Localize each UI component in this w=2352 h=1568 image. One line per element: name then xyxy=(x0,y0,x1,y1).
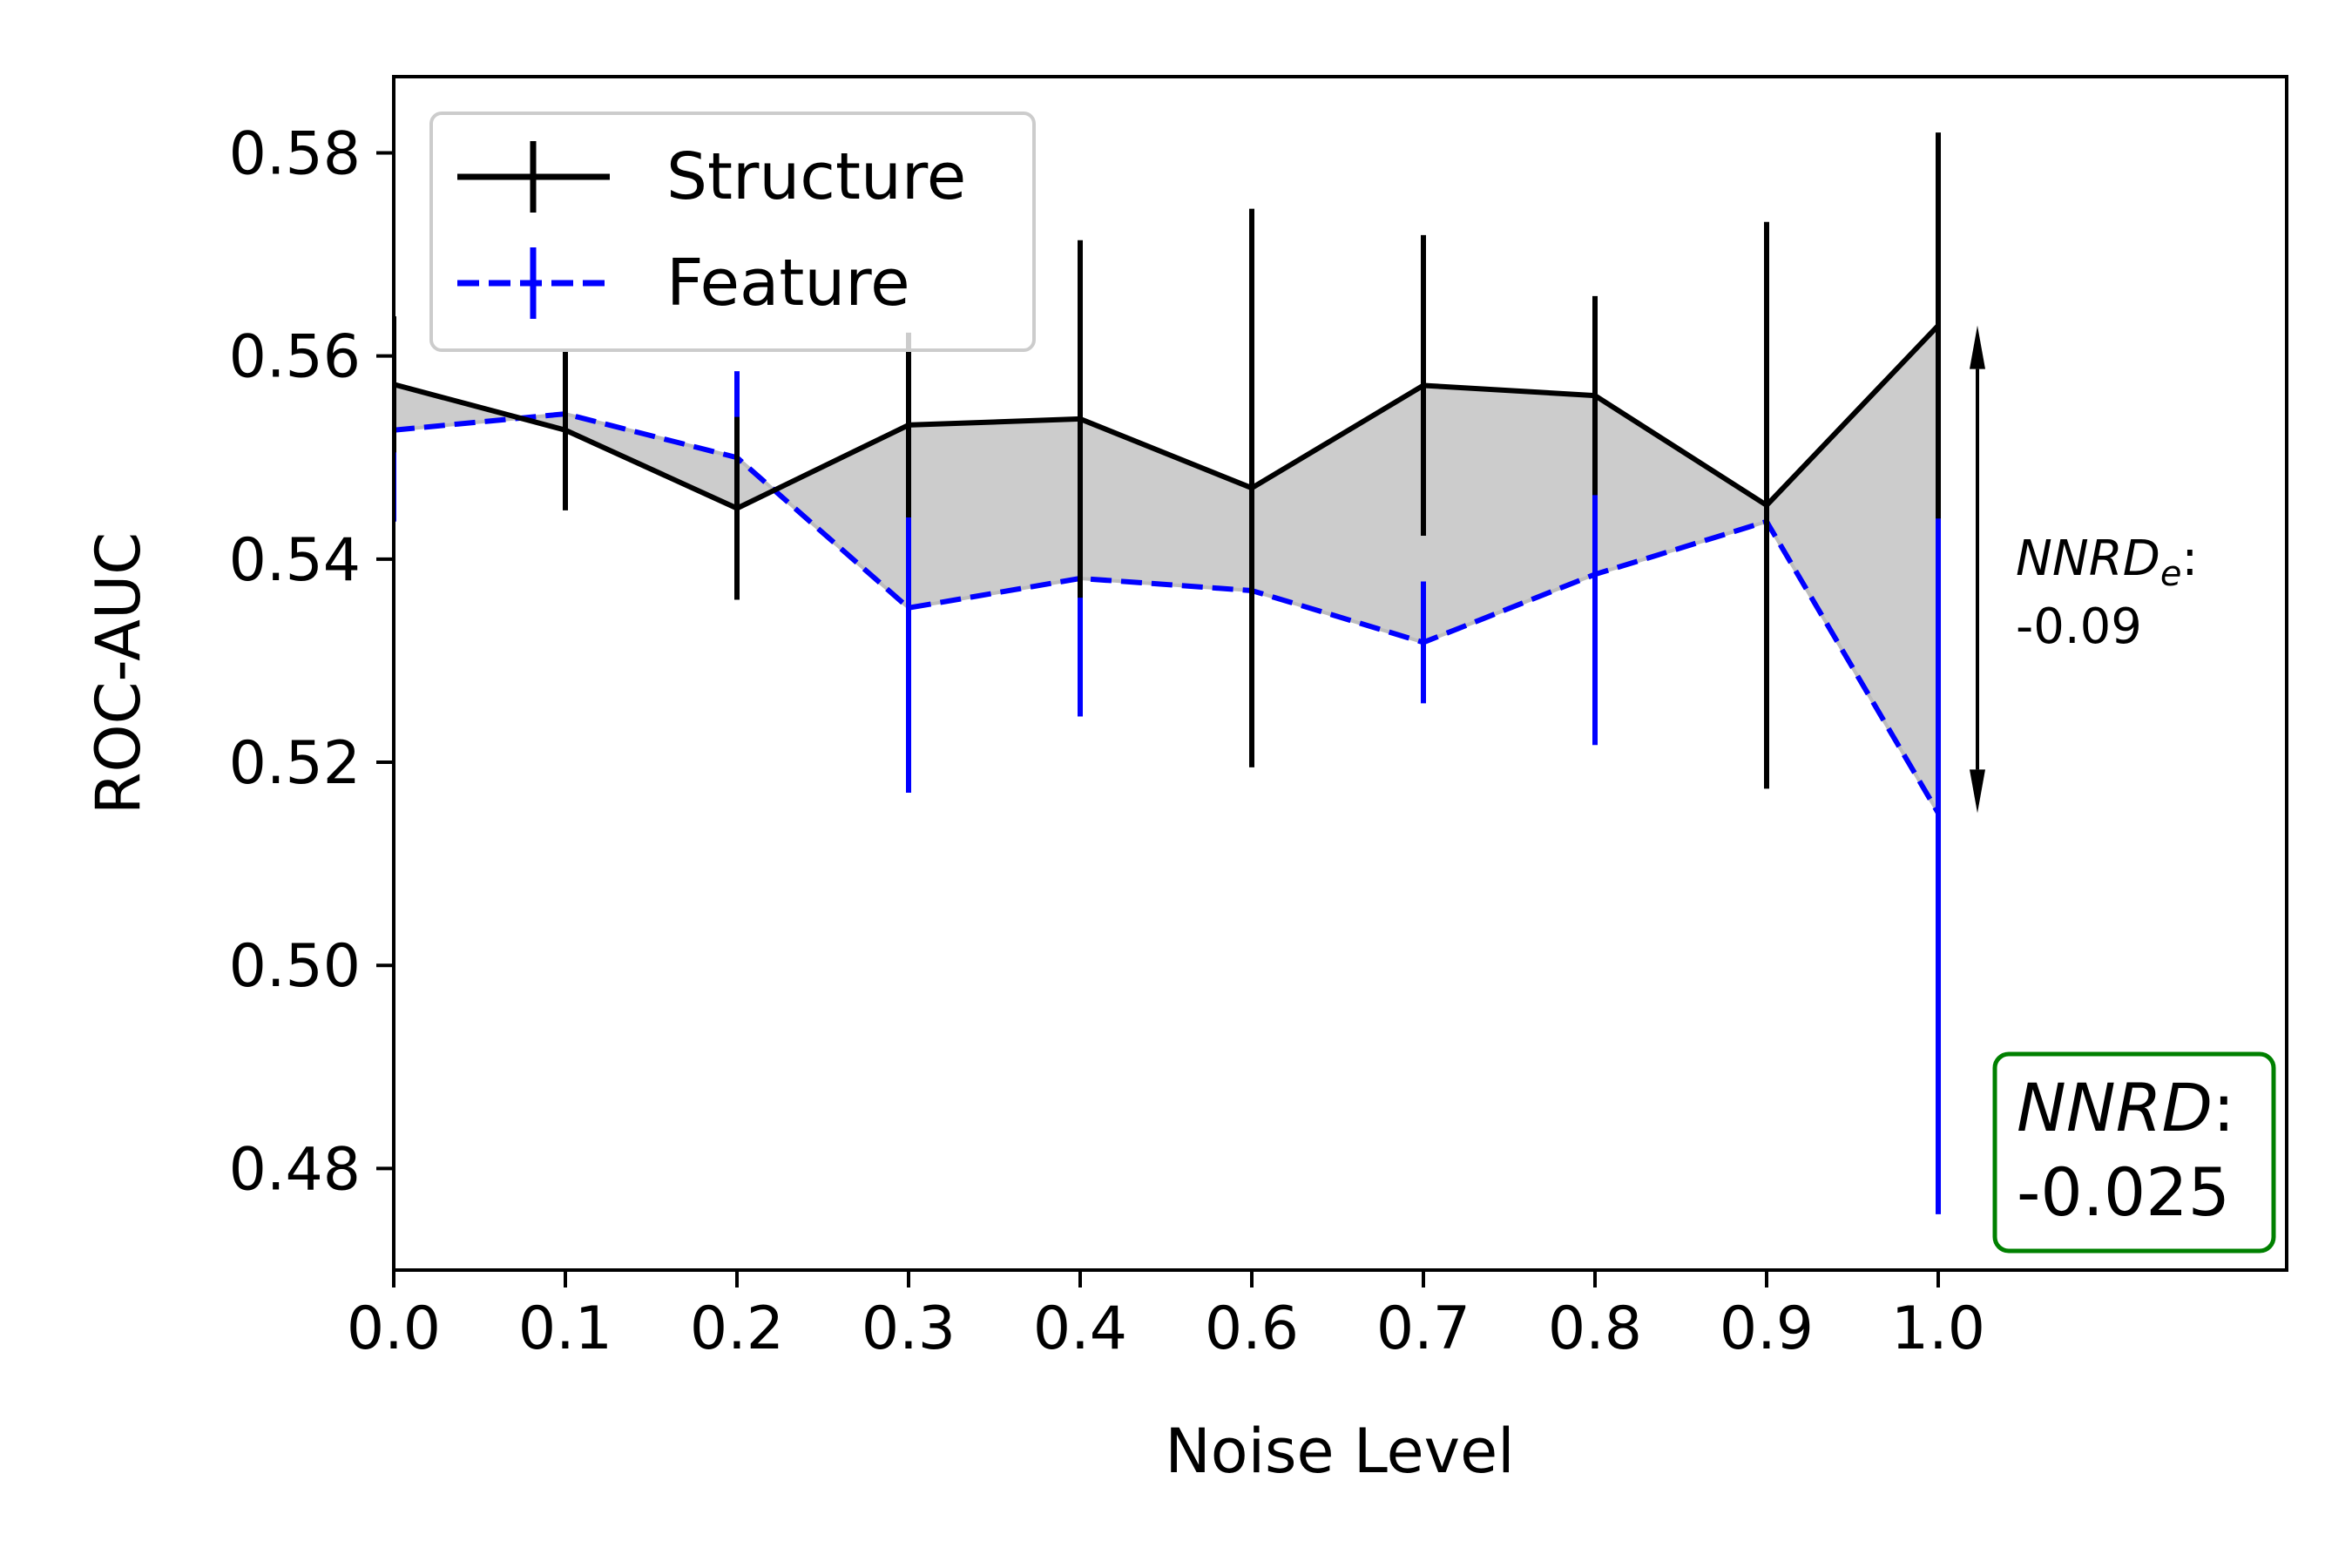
x-axis-ticks: 0.0 0.1 0.2 0.3 0.4 0.6 0.7 0.8 0.9 1.0 xyxy=(347,1270,1985,1363)
shaded-gap-polygon xyxy=(394,321,1940,820)
nnrd-annotation: NNRD: -0.025 xyxy=(1992,1051,2276,1254)
nnrd-e-annotation: NNRDe: -0.09 xyxy=(1970,325,2198,814)
structure-series xyxy=(394,132,1941,789)
legend-box xyxy=(429,112,1036,352)
nnrd-e-value: -0.09 xyxy=(2016,598,2142,655)
x-tick-label: 0.6 xyxy=(1205,1294,1299,1363)
y-tick-label: 0.58 xyxy=(229,119,361,188)
plot-frame xyxy=(392,75,2288,1272)
nnrd-e-colon: : xyxy=(2181,531,2198,587)
feature-line xyxy=(394,411,1941,814)
y-tick-label: 0.50 xyxy=(229,932,361,1001)
y-tick-label: 0.54 xyxy=(229,526,361,595)
x-tick-label: 0.7 xyxy=(1376,1294,1470,1363)
y-axis-title: ROC-AUC xyxy=(83,532,154,814)
nnrd-e-arrow-head-bottom xyxy=(1970,769,1985,814)
shaded-gap-area xyxy=(394,321,1940,820)
x-tick-label: 1.0 xyxy=(1891,1294,1985,1363)
legend-structure-label: Structure xyxy=(666,139,966,214)
nnrd-e-name: NNRD xyxy=(2016,531,2160,587)
y-axis-ticks: 0.48 0.50 0.52 0.54 0.56 0.58 xyxy=(229,119,394,1204)
x-tick-label: 0.0 xyxy=(347,1294,441,1363)
nnrd-label: NNRD: xyxy=(2017,1069,2235,1146)
structure-line xyxy=(394,323,1941,511)
legend-feature-label: Feature xyxy=(666,246,910,321)
nnrd-name: NNRD xyxy=(2017,1069,2213,1146)
nnrd-colon: : xyxy=(2213,1069,2235,1146)
x-tick-label: 0.2 xyxy=(690,1294,784,1363)
x-tick-label: 0.9 xyxy=(1720,1294,1814,1363)
x-tick-label: 0.1 xyxy=(518,1294,612,1363)
nnrd-e-label: NNRDe: xyxy=(2016,531,2198,594)
nnrd-e-subscript: e xyxy=(2160,554,2182,594)
nnrd-e-arrow-head-top xyxy=(1970,325,1985,369)
x-tick-label: 0.3 xyxy=(862,1294,956,1363)
x-tick-label: 0.4 xyxy=(1033,1294,1127,1363)
nnrd-value: -0.025 xyxy=(2017,1153,2230,1231)
legend: Structure Feature xyxy=(429,112,1036,352)
y-tick-label: 0.48 xyxy=(229,1135,361,1204)
x-axis-title: Noise Level xyxy=(1165,1416,1514,1487)
y-tick-label: 0.52 xyxy=(229,729,361,798)
nnrd-box xyxy=(1992,1051,2276,1254)
x-tick-label: 0.8 xyxy=(1548,1294,1642,1363)
y-tick-label: 0.56 xyxy=(229,323,361,392)
